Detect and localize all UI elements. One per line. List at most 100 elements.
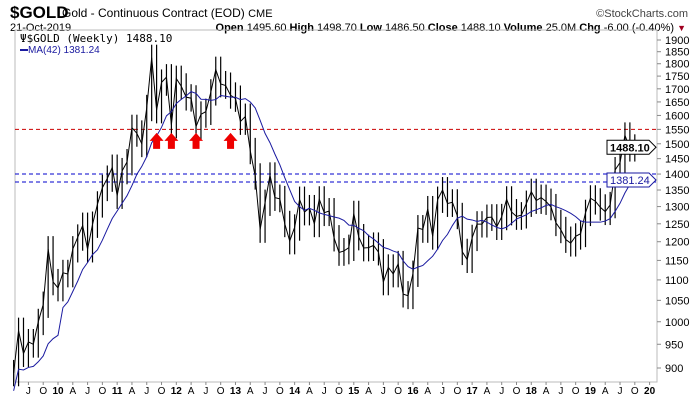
down-triangle-icon: ▼ <box>677 23 686 33</box>
x-tick-label: J <box>263 386 268 397</box>
x-tick-label: J <box>26 386 31 397</box>
last-price-tag-box <box>606 139 657 155</box>
y-tick-label: 1800 <box>665 59 689 71</box>
x-tick-label: 13 <box>230 386 242 397</box>
chg-label: Chg <box>579 22 601 34</box>
y-tick-label: 1250 <box>665 219 689 231</box>
x-tick-label: O <box>335 386 343 397</box>
up-arrow-icon <box>149 132 164 149</box>
ma-swatch <box>20 49 28 52</box>
x-tick-label: 15 <box>348 386 360 397</box>
y-tick-label: 1550 <box>665 124 689 136</box>
y-tick-label: 1100 <box>665 275 689 287</box>
high-value: 1498.70 <box>317 22 357 34</box>
y-tick-label: 1500 <box>665 139 689 151</box>
x-tick-label: A <box>247 386 254 397</box>
y-tick-label: 1150 <box>665 255 689 267</box>
x-tick-label: J <box>618 386 623 397</box>
x-tick-label: A <box>543 386 550 397</box>
x-tick-label: 18 <box>526 386 538 397</box>
x-tick-label: A <box>69 386 76 397</box>
last-price-tag-label: 1488.10 <box>610 142 650 154</box>
x-tick-label: 11 <box>112 386 123 397</box>
x-tick-label: 19 <box>585 386 597 397</box>
x-tick-label: O <box>217 386 225 397</box>
x-tick-label: 17 <box>467 386 479 397</box>
volume-label: Volume <box>503 22 543 34</box>
x-tick-label: J <box>322 386 327 397</box>
close-value: 1488.10 <box>460 22 501 34</box>
x-tick-label: J <box>203 386 208 397</box>
ma-last-tag-label: 1381.24 <box>610 175 650 187</box>
x-tick-label: O <box>276 386 284 397</box>
x-tick-label: A <box>365 386 372 397</box>
description-text: Gold - Continuous Contract (EOD) <box>62 6 245 20</box>
x-tick-label: J <box>144 386 149 397</box>
legend-price-text: $GOLD (Weekly) 1488.10 <box>26 32 173 45</box>
x-tick-label: J <box>381 386 386 397</box>
x-tick-label: 10 <box>52 386 64 397</box>
x-tick-label: A <box>424 386 431 397</box>
x-tick-label: O <box>513 386 521 397</box>
open-value: 1495.60 <box>246 22 287 34</box>
price-line <box>13 57 635 373</box>
up-arrow-icon <box>189 132 204 149</box>
x-tick-label: J <box>558 386 563 397</box>
x-tick-label: O <box>453 386 461 397</box>
close-label: Close <box>427 22 458 34</box>
legend-price: Ψ$GOLD (Weekly) 1488.10 <box>20 32 173 45</box>
chg-value: -6.00 (-0.40%) <box>603 22 675 34</box>
x-tick-label: 16 <box>407 386 419 397</box>
x-tick-label: O <box>631 386 639 397</box>
y-tick-label: 1350 <box>665 185 689 197</box>
x-tick-label: O <box>394 386 402 397</box>
x-tick-label: J <box>499 386 504 397</box>
ma-last-tag-box <box>606 172 657 188</box>
low-value: 1486.50 <box>384 22 425 34</box>
x-tick-label: A <box>188 386 195 397</box>
x-tick-label: O <box>98 386 106 397</box>
y-tick-label: 1700 <box>665 84 689 96</box>
plot-frame <box>14 29 658 383</box>
date: 21-Oct-2019 <box>10 22 72 34</box>
low-label: Low <box>359 22 382 34</box>
x-tick-label: A <box>484 386 491 397</box>
y-tick-label: 1000 <box>665 317 689 329</box>
x-tick-label: O <box>39 386 47 397</box>
x-tick-label: 12 <box>171 386 183 397</box>
x-tick-label: J <box>440 386 445 397</box>
high-label: High <box>289 22 314 34</box>
y-tick-label: 1900 <box>665 35 689 47</box>
symbol: $GOLD <box>10 3 69 22</box>
y-tick-label: 1600 <box>665 110 689 122</box>
ma-line <box>13 91 636 391</box>
open-label: Open <box>215 22 244 34</box>
description: Gold - Continuous Contract (EOD) CME <box>62 6 273 20</box>
y-tick-label: 1050 <box>665 295 689 307</box>
x-tick-label: 14 <box>289 386 301 397</box>
x-tick-label: A <box>129 386 136 397</box>
legend-ma-text: MA(42) 1381.24 <box>28 45 100 56</box>
x-tick-label: A <box>602 386 609 397</box>
y-tick-label: 1650 <box>665 97 689 109</box>
x-tick-label: 20 <box>644 386 656 397</box>
y-tick-label: 1400 <box>665 169 689 181</box>
volume-value: 25.0M <box>545 22 577 34</box>
up-arrow-icon <box>223 132 238 149</box>
y-tick-label: 1450 <box>665 154 689 166</box>
y-tick-label: 950 <box>665 339 683 351</box>
exchange: CME <box>248 8 273 20</box>
x-tick-label: A <box>306 386 313 397</box>
y-tick-label: 1300 <box>665 202 689 214</box>
legend-ma: MA(42) 1381.24 <box>20 45 100 56</box>
x-tick-label: O <box>158 386 166 397</box>
y-tick-label: 1200 <box>665 237 689 249</box>
y-tick-label: 900 <box>665 363 683 375</box>
x-tick-label: J <box>85 386 90 397</box>
ohlc-readout: Open 1495.60 High 1498.70 Low 1486.50 Cl… <box>216 22 686 34</box>
y-tick-label: 1750 <box>665 71 689 83</box>
x-tick-label: O <box>572 386 580 397</box>
up-arrow-icon <box>164 132 179 149</box>
